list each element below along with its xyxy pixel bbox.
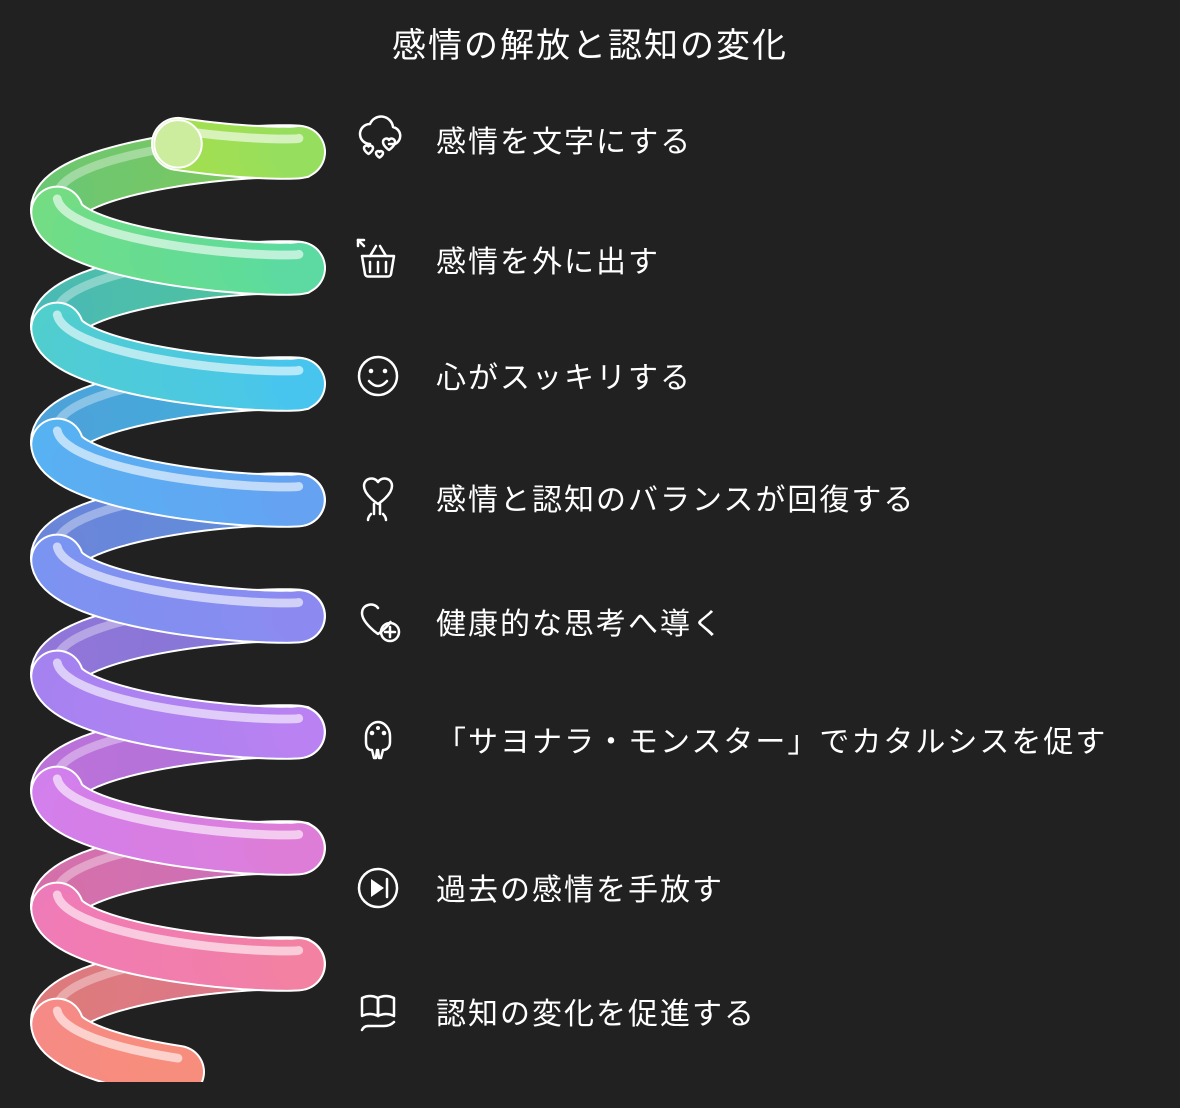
list-item-label: 認知の変化を促進する (436, 990, 756, 1034)
list-item-label: 健康的な思考へ導く (436, 600, 724, 644)
items-list: 感情を文字にする 感情を外に出す 心がスッキリする 感情と認知のバランスが回復す… (346, 108, 1146, 980)
smile-icon (346, 344, 410, 408)
heart-plus-icon (346, 590, 410, 654)
list-item: 感情と認知のバランスが回復する (346, 466, 1146, 530)
list-item: 認知の変化を促進する (346, 980, 1146, 1044)
play-next-icon (346, 856, 410, 920)
list-item-label: 心がスッキリする (436, 354, 692, 398)
list-item: 過去の感情を手放す (346, 856, 1146, 920)
list-item-label: 感情を文字にする (436, 118, 692, 162)
list-item: 感情を文字にする (346, 108, 1146, 172)
list-item: 健康的な思考へ導く (346, 590, 1146, 654)
list-item-label: 「サヨナラ・モンスター」でカタルシスを促す (436, 718, 1107, 762)
helix-graphic (28, 92, 328, 1082)
page-title: 感情の解放と認知の変化 (0, 18, 1180, 67)
list-item: 心がスッキリする (346, 344, 1146, 408)
heart-hand-icon (346, 466, 410, 530)
list-item: 感情を外に出す (346, 228, 1146, 292)
paw-icon (346, 708, 410, 772)
cloud-heart-icon (346, 108, 410, 172)
list-item-label: 感情と認知のバランスが回復する (436, 476, 915, 520)
basket-out-icon (346, 228, 410, 292)
list-item-label: 過去の感情を手放す (436, 866, 724, 910)
book-hand-icon (346, 980, 410, 1044)
list-item-label: 感情を外に出す (436, 238, 660, 282)
list-item: 「サヨナラ・モンスター」でカタルシスを促す (346, 708, 1146, 772)
